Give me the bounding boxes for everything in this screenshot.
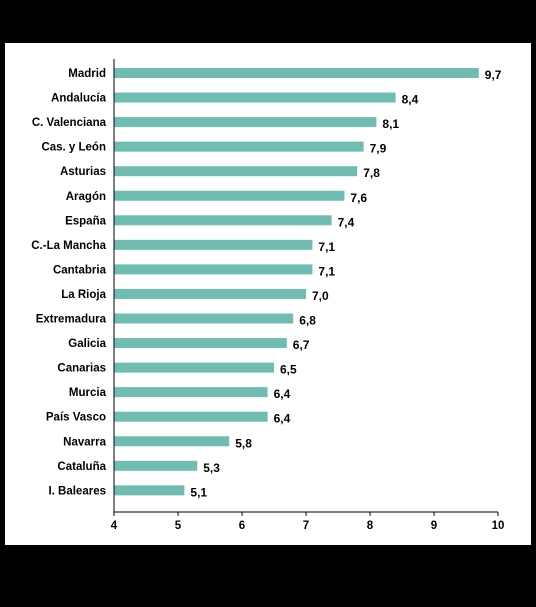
value-label: 6,7 bbox=[293, 338, 310, 352]
value-label: 7,4 bbox=[338, 215, 355, 229]
category-label: Canarias bbox=[57, 363, 106, 375]
bar bbox=[114, 141, 364, 152]
value-label: 9,7 bbox=[485, 68, 502, 82]
x-tick-label: 6 bbox=[239, 520, 245, 532]
category-label: Galicia bbox=[68, 338, 106, 350]
category-label: Andalucía bbox=[51, 93, 107, 105]
category-label: Navarra bbox=[63, 436, 106, 448]
category-label: Cataluña bbox=[57, 461, 106, 473]
bar bbox=[114, 387, 268, 398]
category-label: Murcia bbox=[69, 387, 107, 399]
category-label: La Rioja bbox=[61, 289, 106, 301]
bar bbox=[114, 411, 268, 422]
bar bbox=[114, 338, 287, 349]
value-label: 7,6 bbox=[350, 191, 367, 205]
bar bbox=[114, 362, 274, 373]
category-label: Cas. y León bbox=[41, 142, 106, 154]
category-label: C. Valenciana bbox=[32, 117, 107, 129]
bar bbox=[114, 288, 306, 299]
bar bbox=[114, 117, 377, 128]
x-tick-label: 10 bbox=[492, 520, 505, 532]
category-label: España bbox=[65, 215, 107, 227]
bar bbox=[114, 92, 396, 103]
bar bbox=[114, 166, 358, 177]
category-label: C.-La Mancha bbox=[31, 240, 106, 252]
category-label: País Vasco bbox=[46, 412, 106, 424]
bar bbox=[114, 313, 294, 324]
value-label: 6,8 bbox=[299, 314, 316, 328]
value-label: 6,4 bbox=[274, 387, 291, 401]
x-tick-label: 7 bbox=[303, 520, 309, 532]
value-label: 7,8 bbox=[363, 166, 380, 180]
value-label: 5,8 bbox=[235, 436, 252, 450]
bar bbox=[114, 190, 345, 201]
bar bbox=[114, 264, 313, 275]
category-label: I. Baleares bbox=[48, 485, 106, 497]
value-label: 7,1 bbox=[318, 264, 335, 278]
category-label: Cantabria bbox=[53, 264, 107, 276]
value-label: 6,4 bbox=[274, 412, 291, 426]
x-tick-label: 5 bbox=[175, 520, 182, 532]
value-label: 8,4 bbox=[402, 93, 419, 107]
value-label: 5,1 bbox=[190, 485, 207, 499]
value-label: 5,3 bbox=[203, 461, 220, 475]
plot-area: Madrid 9,7 Andalucía 8,4 C. Valenciana 8,1 Cas… bbox=[5, 43, 531, 545]
x-tick-label: 4 bbox=[111, 520, 118, 532]
bar bbox=[114, 68, 479, 78]
bar bbox=[114, 460, 198, 471]
category-label: Extremadura bbox=[36, 314, 107, 326]
value-label: 8,1 bbox=[382, 117, 399, 131]
bar bbox=[114, 239, 313, 250]
category-label: Madrid bbox=[68, 68, 106, 80]
value-label: 7,0 bbox=[312, 289, 329, 303]
x-tick-label: 9 bbox=[431, 520, 437, 532]
bar-chart: Madrid 9,7 Andalucía 8,4 C. Valenciana 8,1 Cas… bbox=[31, 59, 505, 532]
x-tick-label: 8 bbox=[367, 520, 374, 532]
category-label: Aragón bbox=[66, 191, 106, 203]
value-label: 7,1 bbox=[318, 240, 335, 254]
bar bbox=[114, 215, 332, 226]
value-label: 6,5 bbox=[280, 363, 297, 377]
bar bbox=[114, 436, 230, 447]
category-label: Asturias bbox=[60, 166, 106, 178]
bar bbox=[114, 485, 185, 496]
value-label: 7,9 bbox=[370, 142, 387, 156]
